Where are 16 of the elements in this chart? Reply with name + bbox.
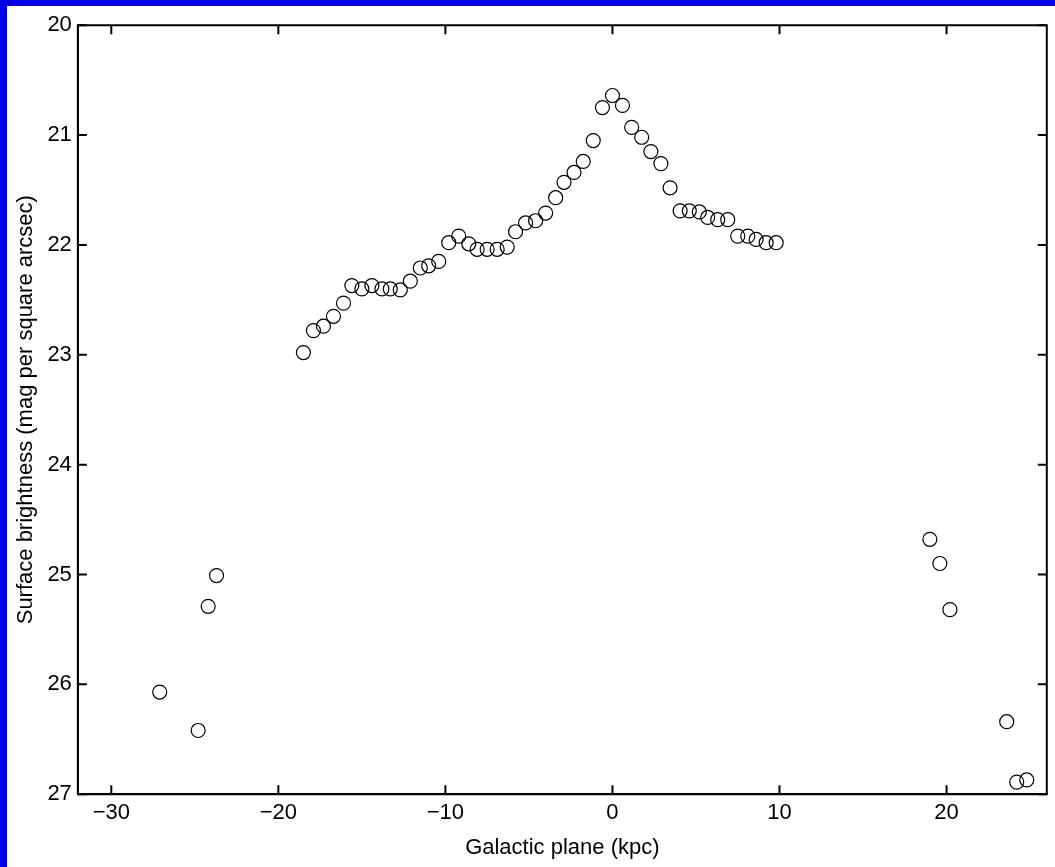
y-tick-label: 25 [47,560,72,586]
x-tick-label: 20 [934,799,959,825]
x-tick-label: −30 [92,799,130,825]
x-axis-title: Galactic plane (kpc) [465,833,660,859]
x-tick-label: 0 [606,799,619,825]
x-tick-label: 10 [767,799,792,825]
y-tick-label: 22 [47,230,72,256]
y-tick-label: 24 [47,450,72,476]
y-tick-label: 27 [47,780,72,806]
x-tick-label: −20 [259,799,297,825]
y-tick-label: 23 [47,340,72,366]
y-tick-label: 21 [47,121,72,147]
x-tick-label: −10 [426,799,465,825]
y-tick-label: 20 [47,11,72,37]
y-tick-label: 26 [47,670,72,696]
y-axis-title: Surface brightness (mag per square arcsec) [12,195,38,625]
